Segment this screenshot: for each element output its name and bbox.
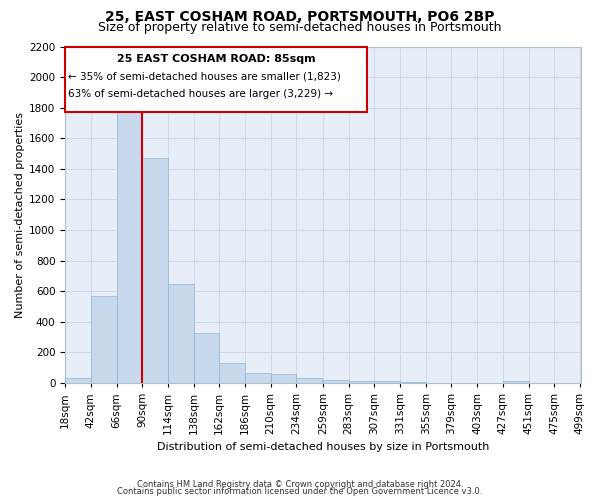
Text: Contains HM Land Registry data © Crown copyright and database right 2024.: Contains HM Land Registry data © Crown c… (137, 480, 463, 489)
Text: Contains public sector information licensed under the Open Government Licence v3: Contains public sector information licen… (118, 487, 482, 496)
Bar (296, 378, 322, 383)
Bar (503, 381, 529, 383)
Text: 63% of semi-detached houses are larger (3,229) →: 63% of semi-detached houses are larger (… (68, 89, 334, 99)
Text: 25 EAST COSHAM ROAD: 85sqm: 25 EAST COSHAM ROAD: 85sqm (117, 54, 316, 64)
Text: ← 35% of semi-detached houses are smaller (1,823): ← 35% of semi-detached houses are smalle… (68, 72, 341, 82)
Bar (194, 332, 219, 383)
Bar (349, 380, 374, 383)
Bar (91, 296, 116, 383)
X-axis label: Distribution of semi-detached houses by size in Portsmouth: Distribution of semi-detached houses by … (157, 442, 489, 452)
Y-axis label: Number of semi-detached properties: Number of semi-detached properties (15, 112, 25, 318)
Bar (245, 373, 271, 383)
Bar (116, 108, 142, 383)
FancyBboxPatch shape (65, 46, 367, 112)
Bar (323, 380, 349, 383)
Bar (400, 382, 426, 383)
Bar (168, 284, 194, 383)
Text: 25, EAST COSHAM ROAD, PORTSMOUTH, PO6 2BP: 25, EAST COSHAM ROAD, PORTSMOUTH, PO6 2B… (105, 10, 495, 24)
Bar (65, 378, 91, 383)
Bar (142, 158, 168, 383)
Bar (271, 374, 296, 383)
Bar (374, 381, 400, 383)
Bar (219, 363, 245, 383)
Text: Size of property relative to semi-detached houses in Portsmouth: Size of property relative to semi-detach… (98, 21, 502, 34)
